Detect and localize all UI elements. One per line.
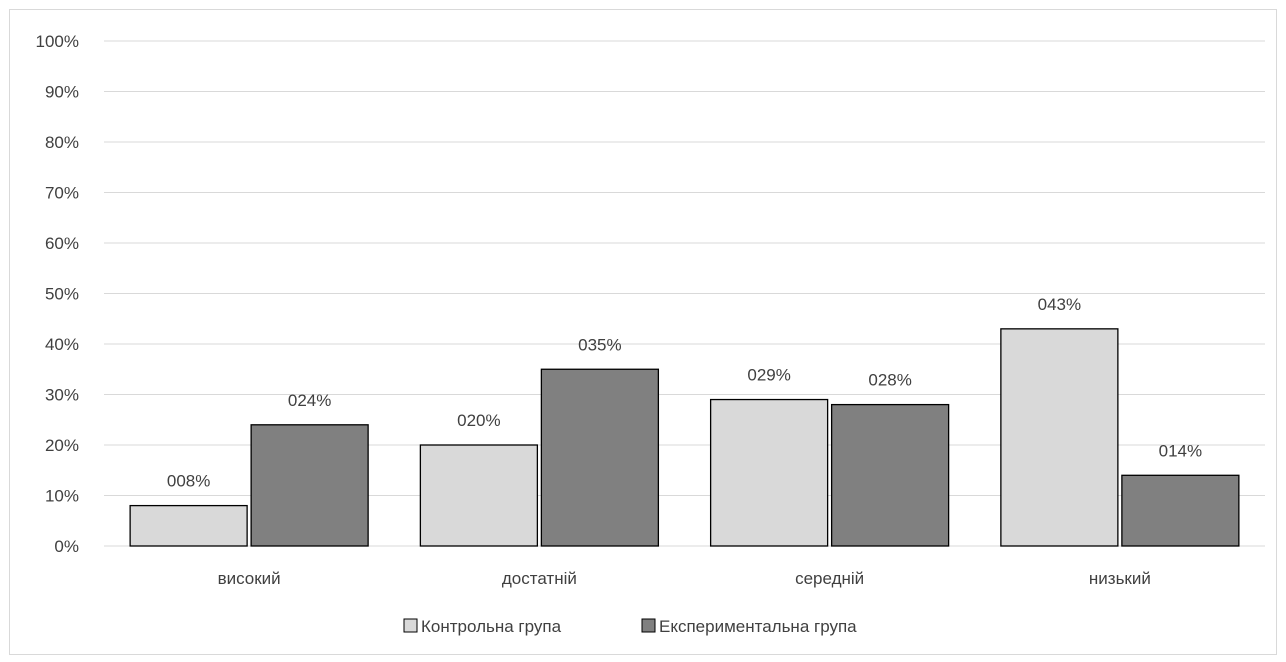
bar <box>419 444 539 547</box>
x-tick-label: середній <box>795 569 864 588</box>
y-tick-label: 100% <box>36 32 79 51</box>
data-label: 029% <box>747 366 790 385</box>
data-label: 024% <box>288 391 331 410</box>
legend-entry: Контрольна група <box>421 617 562 636</box>
data-label: 020% <box>457 411 500 430</box>
y-tick-label: 30% <box>45 386 79 405</box>
data-label: 035% <box>578 335 621 354</box>
y-tick-label: 20% <box>45 436 79 455</box>
data-label: 028% <box>868 371 911 390</box>
x-tick-label: низький <box>1089 569 1151 588</box>
bar <box>709 398 829 547</box>
data-label: 043% <box>1038 295 1081 314</box>
y-tick-label: 0% <box>54 537 79 556</box>
y-tick-label: 60% <box>45 234 79 253</box>
y-tick-label: 80% <box>45 133 79 152</box>
x-tick-label: високий <box>218 569 281 588</box>
y-tick-label: 90% <box>45 83 79 102</box>
bar <box>250 424 369 547</box>
legend-entry: Експериментальна група <box>659 617 857 636</box>
bar <box>129 504 248 547</box>
y-tick-label: 70% <box>45 184 79 203</box>
data-label: 014% <box>1159 441 1202 460</box>
y-tick-label: 40% <box>45 335 79 354</box>
bar <box>1121 474 1240 547</box>
y-tick-label: 10% <box>45 487 79 506</box>
legend-swatch <box>403 618 418 633</box>
bar <box>540 368 660 547</box>
bar <box>1000 328 1119 547</box>
data-label: 008% <box>167 472 210 491</box>
x-tick-label: достатній <box>502 569 577 588</box>
legend-swatch <box>641 618 656 633</box>
y-tick-label: 50% <box>45 285 79 304</box>
bar <box>830 403 950 547</box>
